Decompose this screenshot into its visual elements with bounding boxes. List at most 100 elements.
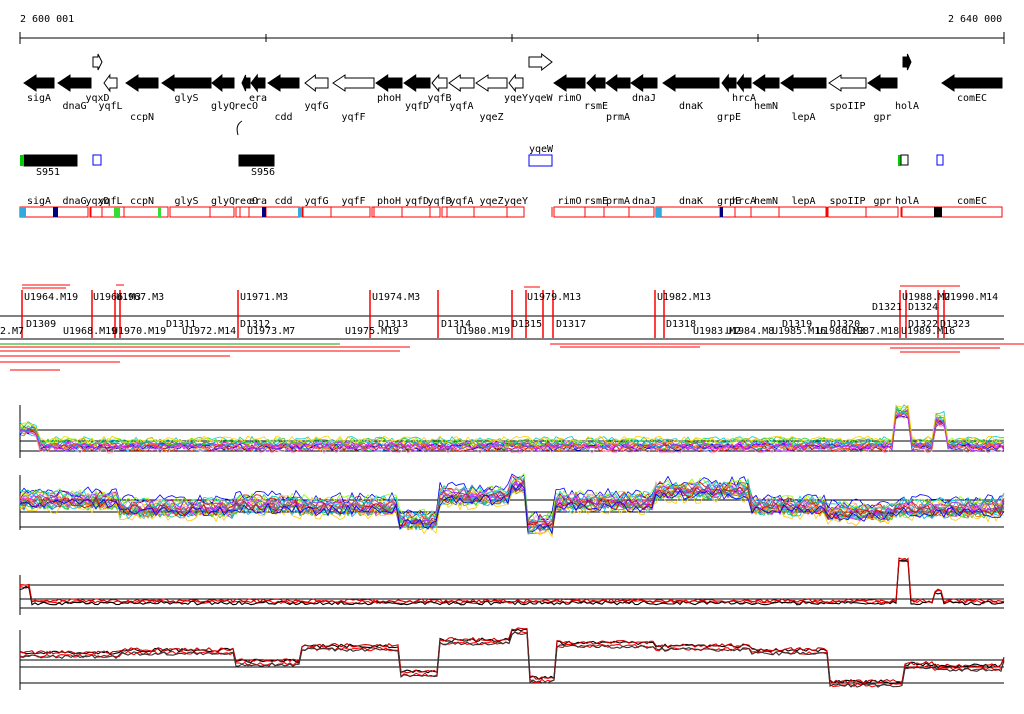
- box-label: hemN: [754, 196, 778, 207]
- gene-arrow: [332, 74, 375, 92]
- gene-arrow: [241, 74, 251, 92]
- gene-yqeW[interactable]: yqeW: [528, 52, 554, 104]
- gene-label: era: [249, 93, 267, 104]
- gene-label: rimO: [557, 93, 581, 104]
- gene-label: yqfF: [341, 112, 365, 123]
- gene-dnaJ[interactable]: dnaJ: [630, 74, 658, 104]
- box-label: ccpN: [130, 196, 154, 207]
- box-label: comEC: [957, 196, 987, 207]
- feature-box: [238, 154, 275, 167]
- segment-label: U1967.M3: [116, 292, 164, 303]
- gene-label: recO: [234, 101, 258, 112]
- segment-label: U1988.M2: [902, 292, 950, 303]
- segment-label: D1317: [556, 319, 586, 330]
- gene-lepA[interactable]: lepA: [780, 74, 827, 123]
- gene-rsmE[interactable]: rsmE: [584, 73, 608, 112]
- gene-dnaK[interactable]: dnaK: [662, 74, 720, 112]
- gene-label: lepA: [791, 112, 815, 123]
- segment-label: U1971.M3: [240, 292, 288, 303]
- gene-yqfB[interactable]: yqfB: [427, 73, 452, 104]
- expression-profile-panel-2: [19, 472, 1005, 538]
- gene-label: yqeZ: [479, 112, 503, 123]
- gene-rimO[interactable]: rimO: [553, 74, 586, 104]
- expression-profile-panel-3: [19, 557, 1005, 615]
- gene-yqfD[interactable]: yqfD: [403, 74, 431, 112]
- gene-arrow: [828, 74, 867, 92]
- box-label: glyS: [174, 196, 198, 207]
- gene-yqfF[interactable]: yqfF: [332, 74, 375, 123]
- segment-label: U1980.M19: [456, 326, 510, 337]
- gene-label: prmA: [606, 112, 630, 123]
- box-label: rimO: [557, 196, 581, 207]
- gene-glyQ[interactable]: glyQ: [211, 73, 235, 112]
- box-label: rsmE: [584, 196, 608, 207]
- gene-arrow: [375, 74, 403, 92]
- box-label: yqfF: [341, 196, 365, 207]
- feature-label: yqeW: [529, 144, 554, 155]
- gene-arrow: [448, 74, 475, 92]
- box-label: spoIIP: [829, 196, 865, 207]
- segment-label: U1970.M19: [112, 326, 166, 337]
- gene-yqeZ[interactable]: yqeZ: [475, 74, 508, 123]
- gene-arrow: [941, 74, 1003, 92]
- segment-label: 2.M7: [0, 326, 24, 337]
- segment-label: D1318: [666, 319, 696, 330]
- feature-box: [23, 154, 78, 167]
- gene-dnaG[interactable]: dnaG: [57, 74, 92, 112]
- box-label: grpE: [717, 196, 741, 207]
- gene-arrow: [553, 74, 586, 92]
- gene-sigA[interactable]: sigA: [23, 74, 55, 104]
- gene-hemN[interactable]: hemN: [752, 74, 780, 112]
- gene-label: yqfG: [304, 101, 328, 112]
- gene-holA[interactable]: holA: [895, 53, 919, 112]
- ruler-start-coordinate: 2 600 001: [20, 14, 74, 25]
- gene-yqfL[interactable]: yqfL: [98, 73, 123, 112]
- gene-grpE[interactable]: grpE: [717, 73, 741, 123]
- box-label: dnaG: [62, 196, 86, 207]
- segment-label: D1314: [441, 319, 471, 330]
- gene-yqfA[interactable]: yqfA: [448, 74, 475, 112]
- box-label: yqfL: [98, 196, 122, 207]
- gene-era[interactable]: era: [249, 73, 267, 104]
- segment-label: U1982.M13: [657, 292, 711, 303]
- box-label: yqfB: [427, 196, 451, 207]
- gene-yqeY[interactable]: yqeY: [504, 73, 528, 104]
- segment-label: U1983.M2: [693, 326, 741, 337]
- gene-arrow: [103, 73, 118, 93]
- segment-label: U1974.M3: [372, 292, 420, 303]
- gene-prmA[interactable]: prmA: [605, 74, 631, 123]
- box-label: sigA: [27, 196, 51, 207]
- gene-cdd[interactable]: cdd: [267, 74, 300, 123]
- gene-arrow: [267, 74, 300, 92]
- gene-arrow: [403, 74, 431, 92]
- gene-label: comEC: [957, 93, 987, 104]
- feature-label: S951: [36, 167, 60, 178]
- gene-arrow: [125, 74, 159, 92]
- segment-label: D1312: [240, 319, 270, 330]
- gene-phoH[interactable]: phoH: [375, 74, 403, 104]
- feature-yqew[interactable]: yqeW: [528, 144, 554, 167]
- gene-ccpN[interactable]: ccpN: [125, 74, 159, 123]
- gene-label: yqfD: [405, 101, 429, 112]
- gene-hrcA[interactable]: hrcA: [732, 73, 756, 104]
- gene-label: sigA: [27, 93, 51, 104]
- gene-yqfG[interactable]: yqfG: [304, 73, 329, 112]
- gene-glyS[interactable]: glyS: [161, 74, 212, 104]
- segment-label: U1966.M3: [93, 292, 141, 303]
- gene-yqxD[interactable]: yqxD: [85, 53, 110, 104]
- gene-label: dnaG: [62, 101, 86, 112]
- gene-comEC[interactable]: comEC: [941, 74, 1003, 104]
- gene-label: yqxD: [85, 93, 109, 104]
- segment-label: D1309: [26, 319, 56, 330]
- gene-recO[interactable]: recO: [234, 74, 258, 136]
- segment-label: U1968.M19: [63, 326, 117, 337]
- gene-arrow: [780, 74, 827, 92]
- feature-s956[interactable]: S956: [238, 154, 275, 178]
- box-label: recO: [234, 196, 258, 207]
- gene-gpr[interactable]: gpr: [867, 74, 898, 123]
- gene-arrow: [867, 74, 898, 92]
- gene-arrow: [161, 74, 212, 92]
- gene-spoIIP[interactable]: spoIIP: [828, 74, 867, 112]
- feature-s951[interactable]: S951: [23, 154, 78, 178]
